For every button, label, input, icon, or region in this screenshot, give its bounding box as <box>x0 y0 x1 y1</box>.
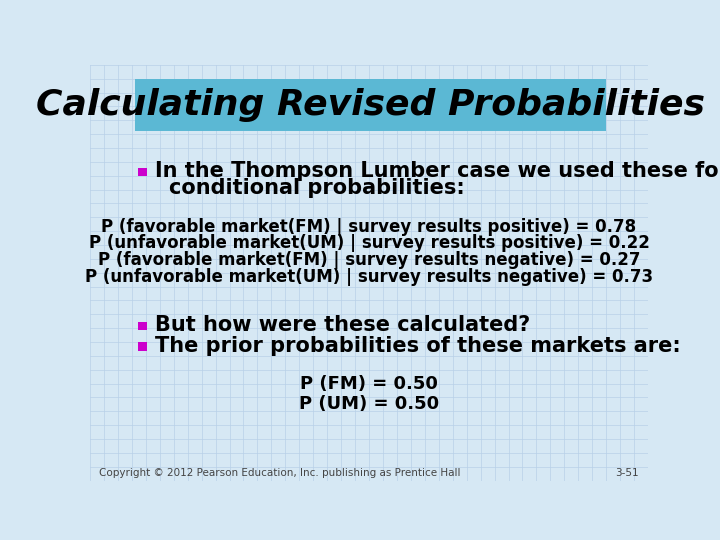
Text: P (favorable market(FM) | survey results negative) = 0.27: P (favorable market(FM) | survey results… <box>98 252 640 269</box>
FancyBboxPatch shape <box>138 322 147 330</box>
Text: P (favorable market(FM) | survey results positive) = 0.78: P (favorable market(FM) | survey results… <box>102 218 636 235</box>
Text: P (UM) = 0.50: P (UM) = 0.50 <box>299 395 439 414</box>
Text: conditional probabilities:: conditional probabilities: <box>169 178 465 198</box>
Text: P (FM) = 0.50: P (FM) = 0.50 <box>300 375 438 393</box>
Text: Calculating Revised Probabilities: Calculating Revised Probabilities <box>36 88 705 122</box>
Text: Copyright © 2012 Pearson Education, Inc. publishing as Prentice Hall: Copyright © 2012 Pearson Education, Inc.… <box>99 468 461 478</box>
Text: P (unfavorable market(UM) | survey results negative) = 0.73: P (unfavorable market(UM) | survey resul… <box>85 268 653 286</box>
FancyBboxPatch shape <box>135 79 606 131</box>
Text: But how were these calculated?: But how were these calculated? <box>155 315 531 335</box>
Text: In the Thompson Lumber case we used these four: In the Thompson Lumber case we used thes… <box>155 161 720 181</box>
Text: 3-51: 3-51 <box>615 468 639 478</box>
FancyBboxPatch shape <box>138 167 147 176</box>
FancyBboxPatch shape <box>138 342 147 351</box>
Text: The prior probabilities of these markets are:: The prior probabilities of these markets… <box>155 336 681 356</box>
Text: P (unfavorable market(UM) | survey results positive) = 0.22: P (unfavorable market(UM) | survey resul… <box>89 234 649 252</box>
